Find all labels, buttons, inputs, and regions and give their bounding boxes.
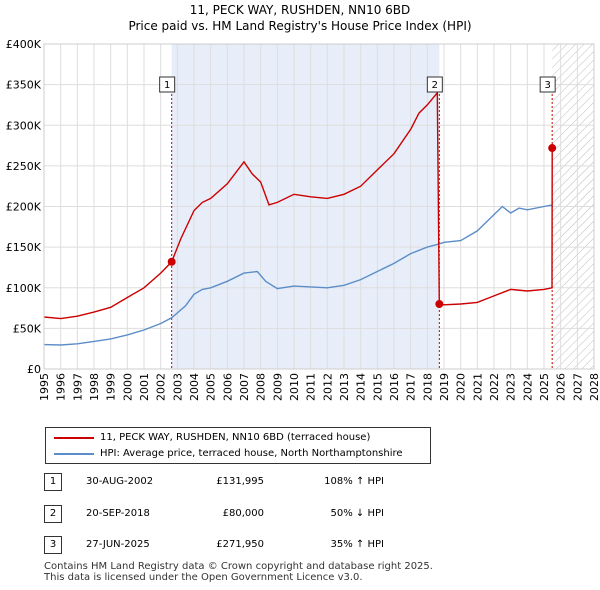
y-tick-label: £300K — [6, 119, 42, 132]
x-tick-label: 2019 — [438, 373, 451, 401]
x-tick-label: 2020 — [455, 373, 468, 401]
x-tick-label: 1996 — [55, 373, 68, 401]
x-tick-label: 2004 — [188, 373, 201, 401]
sale-number-box — [159, 76, 176, 93]
legend-label-price: 11, PECK WAY, RUSHDEN, NN10 6BD (terrace… — [100, 432, 371, 443]
sale-number-label: 1 — [164, 80, 170, 91]
x-tick-label: 2002 — [155, 373, 168, 401]
sale-date: 20-SEP-2018 — [86, 508, 150, 519]
legend-swatch-price — [54, 437, 94, 439]
y-tick-label: £0 — [27, 363, 41, 376]
sale-number-badge: 3 — [44, 536, 62, 554]
sale-point — [167, 257, 176, 266]
sale-hpi-change: 50% ↓ HPI — [330, 508, 384, 519]
y-tick-label: £350K — [6, 79, 42, 92]
x-tick-label: 2001 — [138, 373, 151, 401]
x-tick-label: 2025 — [538, 373, 551, 401]
price-chart: 1 2 3 £0 £50K £100K £150K £200K £250K £300K £350K… — [6, 38, 600, 401]
x-tick-label: 2010 — [288, 373, 301, 401]
price-paid-line — [43, 90, 553, 320]
x-tick-label: 2027 — [571, 373, 584, 401]
legend: 11, PECK WAY, RUSHDEN, NN10 6BD (terrace… — [45, 427, 431, 464]
sale-point — [435, 300, 444, 308]
y-tick-label: £250K — [6, 160, 42, 173]
x-tick-label: 2008 — [255, 373, 268, 401]
x-tick-label: 2003 — [171, 373, 184, 401]
chart-title: 11, PECK WAY, RUSHDEN, NN10 6BD — [189, 3, 411, 17]
x-tick-label: 2023 — [505, 373, 518, 401]
x-tick-label: 2013 — [338, 373, 351, 401]
plot-frame — [43, 43, 595, 370]
sale-price: £271,950 — [216, 539, 264, 550]
legend-label-hpi: HPI: Average price, terraced house, Nort… — [100, 448, 403, 459]
x-tick-label: 2000 — [121, 373, 134, 401]
footer: Contains HM Land Registry data © Crown c… — [44, 561, 433, 583]
x-tick-label: 2026 — [555, 373, 568, 401]
sale-hpi-change: 108% ↑ HPI — [324, 476, 384, 487]
sale-number-label: 2 — [432, 80, 438, 91]
x-tick-label: 2007 — [238, 373, 251, 401]
x-tick-label: 2015 — [371, 373, 384, 401]
sale-row: 2 20-SEP-2018 £80,000 50% ↓ HPI — [44, 505, 444, 523]
x-tick-label: 2005 — [205, 373, 218, 401]
y-tick-label: £100K — [6, 282, 42, 295]
sale-date: 30-AUG-2002 — [86, 476, 154, 487]
sale-price: £131,995 — [216, 476, 264, 487]
sale-number-label: 3 — [544, 80, 550, 91]
sale-point — [548, 144, 557, 153]
sale-date: 27-JUN-2025 — [86, 539, 150, 550]
sale-row: 3 27-JUN-2025 £271,950 35% ↑ HPI — [44, 536, 444, 554]
sale-number-box — [426, 76, 443, 93]
x-tick-label: 1997 — [71, 373, 84, 401]
x-tick-label: 2021 — [471, 373, 484, 401]
x-tick-label: 2009 — [271, 373, 284, 401]
x-tick-label: 2012 — [321, 373, 334, 401]
y-tick-label: £50K — [13, 322, 42, 335]
y-tick-label: £150K — [6, 241, 42, 254]
y-tick-label: £200K — [6, 201, 42, 214]
sale-row: 1 30-AUG-2002 £131,995 108% ↑ HPI — [44, 473, 444, 491]
x-tick-label: 2006 — [221, 373, 234, 401]
sale-number-box — [539, 76, 556, 93]
x-tick-label: 1998 — [88, 373, 101, 401]
x-tick-label: 2011 — [305, 373, 318, 401]
x-tick-label: 2017 — [405, 373, 418, 401]
sale-number-badge: 2 — [44, 505, 62, 523]
x-tick-label: 2024 — [521, 373, 534, 401]
chart-subtitle: Price paid vs. HM Land Registry's House … — [128, 19, 472, 33]
x-tick-label: 2016 — [388, 373, 401, 401]
x-tick-label: 1995 — [38, 373, 51, 401]
x-tick-label: 2022 — [488, 373, 501, 401]
legend-swatch-hpi — [54, 453, 94, 455]
y-tick-label: £400K — [6, 38, 42, 51]
sale-hpi-change: 35% ↑ HPI — [330, 539, 384, 550]
footer-copyright: Contains HM Land Registry data © Crown c… — [44, 561, 433, 572]
sale-price: £80,000 — [222, 508, 264, 519]
footer-licence: This data is licensed under the Open Gov… — [44, 572, 363, 583]
x-tick-label: 2028 — [588, 373, 600, 401]
x-tick-label: 2018 — [421, 373, 434, 401]
hpi-line — [43, 204, 553, 346]
sale-number-badge: 1 — [44, 473, 62, 491]
x-tick-label: 2014 — [355, 373, 368, 401]
x-tick-label: 1999 — [105, 373, 118, 401]
